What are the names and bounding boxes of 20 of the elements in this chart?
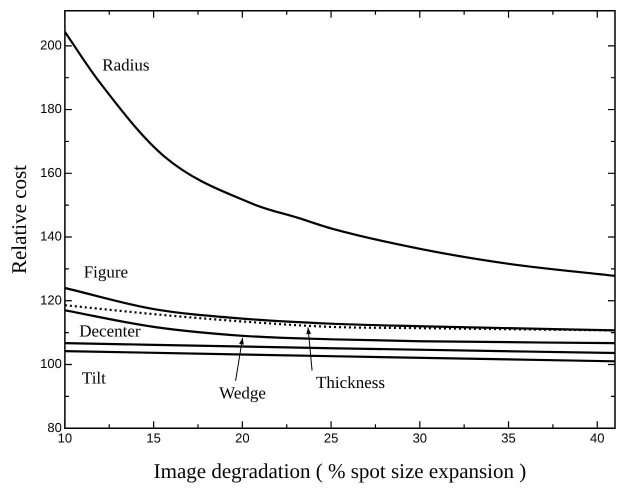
series-label: Figure bbox=[84, 262, 128, 282]
y-tick-label: 200 bbox=[40, 37, 62, 52]
x-tick-label: 20 bbox=[235, 430, 250, 446]
x-tick-label: 40 bbox=[590, 430, 604, 446]
y-axis-title: Relative cost bbox=[7, 164, 32, 274]
y-tick-label: 180 bbox=[40, 101, 62, 116]
x-tick-label: 15 bbox=[146, 430, 161, 446]
series-label: Tilt bbox=[82, 368, 106, 388]
y-tick-label: 160 bbox=[40, 164, 62, 180]
y-tick-label: 140 bbox=[40, 228, 62, 244]
text: Thickness bbox=[316, 372, 385, 392]
text: Wedge bbox=[219, 383, 266, 402]
x-tick-label: 30 bbox=[412, 430, 428, 446]
x-axis-title: Image degradation ( % spot size expansion ) bbox=[154, 458, 526, 483]
y-tick-label: 100 bbox=[40, 356, 62, 372]
series-label: Radius bbox=[102, 55, 150, 74]
series-label: Decenter bbox=[79, 322, 141, 341]
y-tick-label: 120 bbox=[40, 292, 62, 308]
x-tick-label: 25 bbox=[324, 430, 338, 446]
x-tick-label: 35 bbox=[501, 430, 516, 446]
